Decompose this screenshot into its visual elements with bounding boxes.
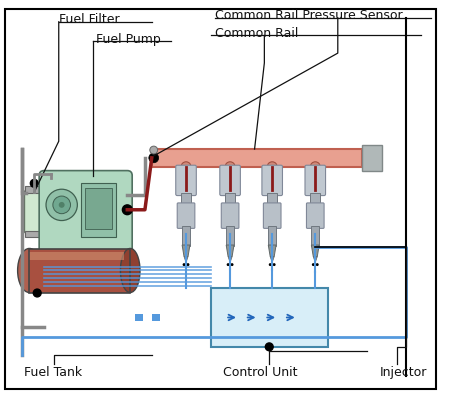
Text: Fuel Tank: Fuel Tank <box>24 366 83 379</box>
Circle shape <box>53 196 71 214</box>
Bar <box>26 231 43 237</box>
Circle shape <box>269 263 272 266</box>
Bar <box>85 188 112 229</box>
Ellipse shape <box>18 248 41 293</box>
Bar <box>226 226 234 246</box>
Bar <box>29 249 130 293</box>
Bar <box>362 145 382 171</box>
Bar <box>267 193 277 205</box>
Text: Injector: Injector <box>380 366 427 379</box>
Polygon shape <box>270 257 274 263</box>
Bar <box>29 252 124 260</box>
FancyBboxPatch shape <box>24 190 44 233</box>
Circle shape <box>186 263 189 266</box>
Polygon shape <box>313 257 317 263</box>
FancyBboxPatch shape <box>177 203 195 228</box>
Text: Common Rail: Common Rail <box>216 27 299 40</box>
Bar <box>225 193 235 205</box>
FancyBboxPatch shape <box>306 203 324 228</box>
Text: Fuel Pump: Fuel Pump <box>96 33 161 46</box>
Circle shape <box>183 263 185 266</box>
Bar <box>135 314 143 322</box>
FancyBboxPatch shape <box>220 165 240 195</box>
Circle shape <box>59 202 65 208</box>
FancyBboxPatch shape <box>305 165 325 195</box>
Circle shape <box>312 263 315 266</box>
Circle shape <box>267 162 277 172</box>
FancyBboxPatch shape <box>39 171 132 259</box>
Polygon shape <box>228 257 232 263</box>
Circle shape <box>181 162 191 172</box>
Circle shape <box>150 146 157 154</box>
Circle shape <box>266 343 273 351</box>
Bar <box>152 314 160 322</box>
Text: Fuel Filter: Fuel Filter <box>59 13 119 26</box>
Bar <box>181 193 191 205</box>
Polygon shape <box>226 245 234 257</box>
FancyBboxPatch shape <box>263 203 281 228</box>
Circle shape <box>46 189 77 220</box>
Circle shape <box>230 263 234 266</box>
Text: Common Rail Pressure Sensor: Common Rail Pressure Sensor <box>216 10 403 22</box>
Bar <box>310 193 320 205</box>
Circle shape <box>33 289 41 297</box>
Circle shape <box>225 162 235 172</box>
Circle shape <box>122 205 132 215</box>
Bar <box>26 186 43 193</box>
Polygon shape <box>268 245 276 257</box>
Bar <box>211 288 328 347</box>
Bar <box>311 226 319 246</box>
FancyBboxPatch shape <box>176 165 196 195</box>
Bar <box>268 226 276 246</box>
Polygon shape <box>184 257 188 263</box>
Text: Control Unit: Control Unit <box>223 366 298 379</box>
Circle shape <box>227 263 230 266</box>
FancyBboxPatch shape <box>221 203 239 228</box>
Circle shape <box>316 263 319 266</box>
Bar <box>81 183 116 237</box>
Ellipse shape <box>121 248 140 293</box>
Polygon shape <box>182 245 190 257</box>
FancyBboxPatch shape <box>262 165 283 195</box>
Bar <box>29 249 130 293</box>
Circle shape <box>310 162 320 172</box>
Polygon shape <box>311 245 319 257</box>
Bar <box>152 149 362 167</box>
Circle shape <box>273 263 275 266</box>
Circle shape <box>30 179 38 187</box>
Circle shape <box>149 153 158 163</box>
Bar <box>182 226 190 246</box>
